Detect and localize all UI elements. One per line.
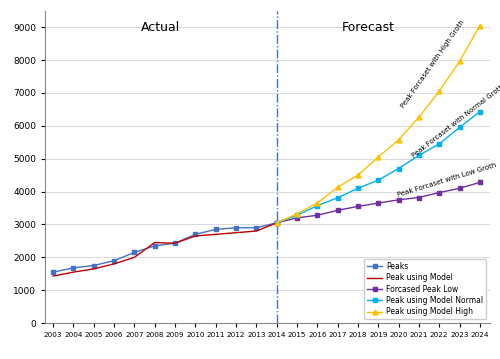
Peak using Model xyxy=(233,230,239,235)
Forcased Peak Low xyxy=(396,198,402,202)
Line: Peak using Model High: Peak using Model High xyxy=(274,23,482,225)
Peaks xyxy=(254,225,260,230)
Line: Peaks: Peaks xyxy=(52,221,278,274)
Peak using Model xyxy=(152,241,158,245)
Peak using Model xyxy=(192,234,198,238)
Peak using Model Normal xyxy=(294,213,300,218)
Peaks xyxy=(111,258,117,263)
Peak using Model xyxy=(70,270,76,274)
Peak using Model High xyxy=(477,23,483,28)
Legend: Peaks, Peak using Model, Forcased Peak Low, Peak using Model Normal, Peak using : Peaks, Peak using Model, Forcased Peak L… xyxy=(364,259,486,319)
Peak using Model High xyxy=(314,201,320,205)
Peaks xyxy=(50,270,56,274)
Peak using Model Normal xyxy=(375,178,381,182)
Peaks xyxy=(91,264,97,268)
Peak using Model Normal xyxy=(314,204,320,208)
Peak using Model High xyxy=(274,221,280,225)
Peak using Model Normal xyxy=(477,109,483,114)
Peak using Model High xyxy=(416,115,422,120)
Peak using Model Normal xyxy=(274,221,280,225)
Peak using Model Normal xyxy=(334,196,340,200)
Peak using Model xyxy=(111,262,117,266)
Peaks xyxy=(70,266,76,270)
Peaks xyxy=(152,244,158,248)
Peak using Model High xyxy=(436,89,442,93)
Peak using Model Normal xyxy=(456,125,462,130)
Text: Peak Forcaset with Low Groth: Peak Forcaset with Low Groth xyxy=(397,162,498,197)
Peaks xyxy=(132,250,138,255)
Peak using Model High xyxy=(355,173,361,177)
Peak using Model xyxy=(274,221,280,225)
Peak using Model High xyxy=(334,185,340,190)
Peak using Model High xyxy=(375,155,381,159)
Peak using Model Normal xyxy=(416,153,422,158)
Peak using Model xyxy=(172,241,178,245)
Peak using Model xyxy=(254,229,260,233)
Peaks xyxy=(274,221,280,225)
Peak using Model High xyxy=(294,212,300,216)
Forcased Peak Low xyxy=(436,190,442,195)
Forcased Peak Low xyxy=(375,201,381,205)
Peak using Model xyxy=(132,255,138,260)
Forcased Peak Low xyxy=(334,208,340,213)
Peaks xyxy=(192,232,198,237)
Peak using Model High xyxy=(456,59,462,64)
Text: Peak Forcaset with High Groth: Peak Forcaset with High Groth xyxy=(400,19,466,109)
Forcased Peak Low xyxy=(294,216,300,220)
Peaks xyxy=(212,227,218,232)
Forcased Peak Low xyxy=(416,195,422,200)
Peak using Model High xyxy=(396,138,402,142)
Forcased Peak Low xyxy=(477,180,483,185)
Forcased Peak Low xyxy=(456,186,462,191)
Peaks xyxy=(172,241,178,245)
Forcased Peak Low xyxy=(274,221,280,225)
Forcased Peak Low xyxy=(355,204,361,209)
Text: Peak Forcaset with Normal Groth: Peak Forcaset with Normal Groth xyxy=(411,83,500,159)
Peak using Model xyxy=(50,274,56,278)
Forcased Peak Low xyxy=(314,213,320,218)
Text: Forecast: Forecast xyxy=(342,20,394,34)
Peak using Model xyxy=(91,267,97,271)
Peak using Model xyxy=(212,232,218,237)
Line: Peak using Model: Peak using Model xyxy=(53,223,276,276)
Line: Forcased Peak Low: Forcased Peak Low xyxy=(275,181,482,225)
Peak using Model Normal xyxy=(396,167,402,171)
Line: Peak using Model Normal: Peak using Model Normal xyxy=(275,110,482,225)
Text: Actual: Actual xyxy=(141,20,180,34)
Peak using Model Normal xyxy=(355,186,361,191)
Peak using Model Normal xyxy=(436,142,442,146)
Peaks xyxy=(233,225,239,230)
